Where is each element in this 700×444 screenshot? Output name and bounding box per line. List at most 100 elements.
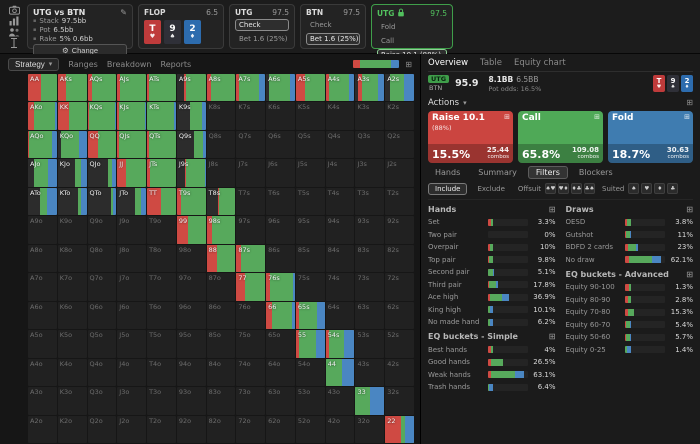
hand-cell[interactable]: 97s — [236, 216, 266, 244]
hand-cell[interactable]: QJo — [87, 159, 117, 187]
hand-cell[interactable]: 92s — [385, 216, 414, 244]
hand-cell[interactable]: T5o — [147, 330, 176, 358]
hand-cell[interactable]: 82o — [206, 415, 236, 443]
hand-cell[interactable]: 99 — [176, 216, 206, 244]
grid-icon[interactable]: ⊞ — [548, 332, 556, 342]
hand-cell[interactable]: A5o — [28, 330, 57, 358]
suited-filter-icon[interactable]: ♦ — [654, 183, 666, 195]
hand-cell[interactable]: 72s — [385, 273, 414, 301]
hand-cell[interactable]: 84s — [325, 244, 355, 273]
hand-cell[interactable]: 86o — [206, 301, 236, 330]
tab-filters[interactable]: Filters — [527, 165, 568, 179]
hand-cell[interactable]: A2o — [28, 415, 57, 443]
stat-row[interactable]: King high 10.1% — [428, 305, 556, 314]
hand-cell[interactable]: J5s — [295, 159, 325, 187]
stat-row[interactable]: Trash hands 6.4% — [428, 383, 556, 392]
hand-cell[interactable]: AQo — [28, 130, 57, 159]
hand-cell[interactable]: T8s — [206, 187, 236, 216]
hand-cell[interactable]: AA — [28, 74, 57, 102]
hand-cell[interactable]: 22 — [385, 415, 414, 443]
hand-cell[interactable]: Q9s — [176, 130, 206, 159]
hand-cell[interactable]: 92o — [176, 415, 206, 443]
hand-cell[interactable]: T7s — [236, 187, 266, 216]
hand-cell[interactable]: Q5s — [295, 130, 325, 159]
hand-cell[interactable]: QTs — [147, 130, 176, 159]
hand-cell[interactable]: ATs — [147, 74, 176, 102]
hand-cell[interactable]: J7s — [236, 159, 266, 187]
hand-cell[interactable]: 43s — [355, 358, 385, 387]
hand-cell[interactable]: 44 — [325, 358, 355, 387]
action-card-green[interactable]: Call ⊞ 65.8% 109.08 combos — [518, 110, 603, 163]
hand-cell[interactable]: 32s — [385, 387, 414, 415]
hand-cell[interactable]: 73s — [355, 273, 385, 301]
hand-cell[interactable]: 53o — [295, 387, 325, 415]
grid-icon[interactable]: ⊞ — [504, 112, 510, 121]
stat-row[interactable]: Top pair 9.8% — [428, 255, 556, 264]
hand-cell[interactable]: 85o — [206, 330, 236, 358]
hand-cell[interactable]: 53s — [355, 330, 385, 358]
hand-cell[interactable]: AQs — [87, 74, 117, 102]
stat-row[interactable]: Equity 80-90 2.8% — [565, 295, 694, 304]
hand-cell[interactable]: 93o — [176, 387, 206, 415]
grid-icon[interactable]: ⊞ — [405, 59, 412, 69]
hand-cell[interactable]: K9o — [57, 216, 87, 244]
hand-cell[interactable]: K5o — [57, 330, 87, 358]
stat-row[interactable]: Equity 90-100 1.3% — [565, 283, 694, 292]
hand-cell[interactable]: 54o — [295, 358, 325, 387]
hand-cell[interactable]: K9s — [176, 102, 206, 130]
hand-cell[interactable]: K7o — [57, 273, 87, 301]
players-icon[interactable] — [8, 27, 20, 37]
hand-cell[interactable]: 43o — [325, 387, 355, 415]
hand-cell[interactable]: 42o — [325, 415, 355, 443]
hand-cell[interactable]: Q4s — [325, 130, 355, 159]
hand-cell[interactable]: K8o — [57, 244, 87, 273]
chart-icon[interactable] — [9, 16, 19, 26]
hand-cell[interactable]: A9s — [176, 74, 206, 102]
hand-cell[interactable]: J6o — [117, 301, 147, 330]
stat-row[interactable]: OESD 3.8% — [565, 218, 694, 227]
hand-cell[interactable]: AKs — [57, 74, 87, 102]
hand-cell[interactable]: J8s — [206, 159, 236, 187]
hand-cell[interactable]: T3o — [147, 387, 176, 415]
hand-cell[interactable]: Q2s — [385, 130, 414, 159]
node-action[interactable]: Call — [381, 37, 395, 45]
hand-cell[interactable]: A2s — [385, 74, 414, 102]
hand-cell[interactable]: A3s — [355, 74, 385, 102]
hand-cell[interactable]: Q6o — [87, 301, 117, 330]
hand-cell[interactable]: A7s — [236, 74, 266, 102]
hand-cell[interactable]: 63o — [266, 387, 295, 415]
grid-icon[interactable]: ⊞ — [594, 112, 600, 121]
hand-cell[interactable]: Q7o — [87, 273, 117, 301]
hand-cell[interactable]: Q6s — [266, 130, 295, 159]
hand-cell[interactable]: 95o — [176, 330, 206, 358]
hand-cell[interactable]: 73o — [236, 387, 266, 415]
hand-cell[interactable]: QTo — [87, 187, 117, 216]
hand-cell[interactable]: 96o — [176, 301, 206, 330]
hand-cell[interactable]: 42s — [385, 358, 414, 387]
suited-filter-icon[interactable]: ♣ — [667, 183, 679, 195]
hand-cell[interactable]: 85s — [295, 244, 325, 273]
hand-cell[interactable]: TT — [147, 187, 176, 216]
hand-cell[interactable]: 55 — [295, 330, 325, 358]
hand-cell[interactable]: 63s — [355, 301, 385, 330]
grid-icon[interactable]: ⊞ — [686, 98, 693, 108]
stat-row[interactable]: No draw 62.1% — [565, 255, 694, 264]
hand-cell[interactable]: KQs — [87, 102, 117, 130]
hand-cell[interactable]: AKo — [28, 102, 57, 130]
tab-summary[interactable]: Summary — [478, 167, 517, 177]
edit-icon[interactable]: ✎ — [120, 8, 127, 17]
stat-row[interactable]: Equity 70-80 15.3% — [565, 308, 694, 317]
hand-cell[interactable]: JTs — [147, 159, 176, 187]
hand-cell[interactable]: KTo — [57, 187, 87, 216]
hand-cell[interactable]: J5o — [117, 330, 147, 358]
hand-cell[interactable]: Q2o — [87, 415, 117, 443]
tab-blockers[interactable]: Blockers — [578, 167, 613, 177]
hand-cell[interactable]: KQo — [57, 130, 87, 159]
hand-cell[interactable]: Q8s — [206, 130, 236, 159]
hand-cell[interactable]: T3s — [355, 187, 385, 216]
hand-cell[interactable]: K4s — [325, 102, 355, 130]
grid-icon[interactable]: ⊞ — [686, 269, 693, 279]
suited-filter-icon[interactable]: ♥ — [641, 183, 653, 195]
hand-cell[interactable]: J3s — [355, 159, 385, 187]
hand-cell[interactable]: A3o — [28, 387, 57, 415]
